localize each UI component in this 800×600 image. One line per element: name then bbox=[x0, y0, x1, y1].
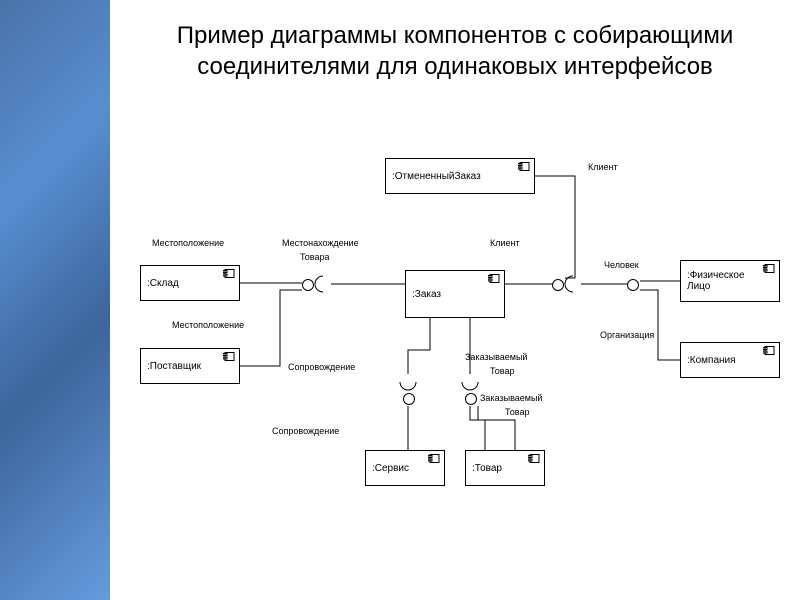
component-postavshik: :Поставщик bbox=[140, 348, 240, 384]
interface-label: Человек bbox=[604, 260, 639, 270]
component-label: :Поставщик bbox=[147, 361, 201, 372]
page-title: Пример диаграммы компонентов с собирающи… bbox=[120, 20, 790, 82]
interface-socket bbox=[462, 382, 478, 390]
component-label: :Заказ bbox=[412, 289, 441, 300]
component-label: :Товар bbox=[472, 463, 502, 474]
component-otmenZakaz: :ОтмененныйЗаказ bbox=[385, 158, 535, 194]
interface-label: Товар bbox=[505, 407, 530, 417]
interface-label: Сопровождение bbox=[288, 362, 355, 372]
edge bbox=[470, 406, 485, 450]
interface-label: Клиент bbox=[588, 162, 618, 172]
component-tovar: :Товар bbox=[465, 450, 545, 486]
component-sklad: :Склад bbox=[140, 265, 240, 301]
edge bbox=[535, 176, 575, 278]
interface-label: Клиент bbox=[490, 238, 520, 248]
edge bbox=[240, 290, 302, 366]
component-kompania: :Компания bbox=[680, 342, 780, 378]
interface-ball bbox=[302, 279, 314, 291]
interface-label: Заказываемый bbox=[480, 393, 542, 403]
component-diagram: :Склад :Поставщик :ОтмененныйЗаказ :Заказ :С… bbox=[110, 130, 800, 600]
interface-ball bbox=[552, 279, 564, 291]
title-line-1: Пример диаграммы компонентов с собирающи… bbox=[177, 22, 734, 49]
component-label: :Склад bbox=[147, 278, 179, 289]
component-zakaz: :Заказ bbox=[405, 270, 505, 318]
edge bbox=[408, 318, 430, 374]
page: Пример диаграммы компонентов с собирающи… bbox=[0, 0, 800, 600]
interface-ball bbox=[627, 279, 639, 291]
interface-label: Сопровождение bbox=[272, 426, 339, 436]
interface-label: Местоположение bbox=[172, 320, 244, 330]
component-label: :ОтмененныйЗаказ bbox=[392, 171, 481, 182]
interface-socket bbox=[315, 276, 323, 292]
component-servis: :Сервис bbox=[365, 450, 445, 486]
interface-socket bbox=[400, 382, 416, 390]
component-label: :Компания bbox=[687, 355, 736, 366]
interface-label: Организация bbox=[600, 330, 654, 340]
component-fizlico: :ФизическоеЛицо bbox=[680, 260, 780, 302]
component-label: :ФизическоеЛицо bbox=[687, 270, 745, 292]
title-line-2: соединителями для одинаковых интерфейсов bbox=[197, 53, 713, 80]
component-label: :Сервис bbox=[372, 463, 409, 474]
interface-label: Товара bbox=[300, 252, 330, 262]
interface-ball bbox=[465, 393, 477, 405]
interface-label: Товар bbox=[490, 366, 515, 376]
interface-label: Местонахождение bbox=[282, 238, 359, 248]
decorative-sidebar bbox=[0, 0, 110, 600]
interface-socket bbox=[565, 276, 573, 292]
interface-label: Местоположение bbox=[152, 238, 224, 248]
interface-label: Заказываемый bbox=[465, 352, 527, 362]
interface-ball bbox=[403, 393, 415, 405]
edge bbox=[640, 290, 680, 360]
